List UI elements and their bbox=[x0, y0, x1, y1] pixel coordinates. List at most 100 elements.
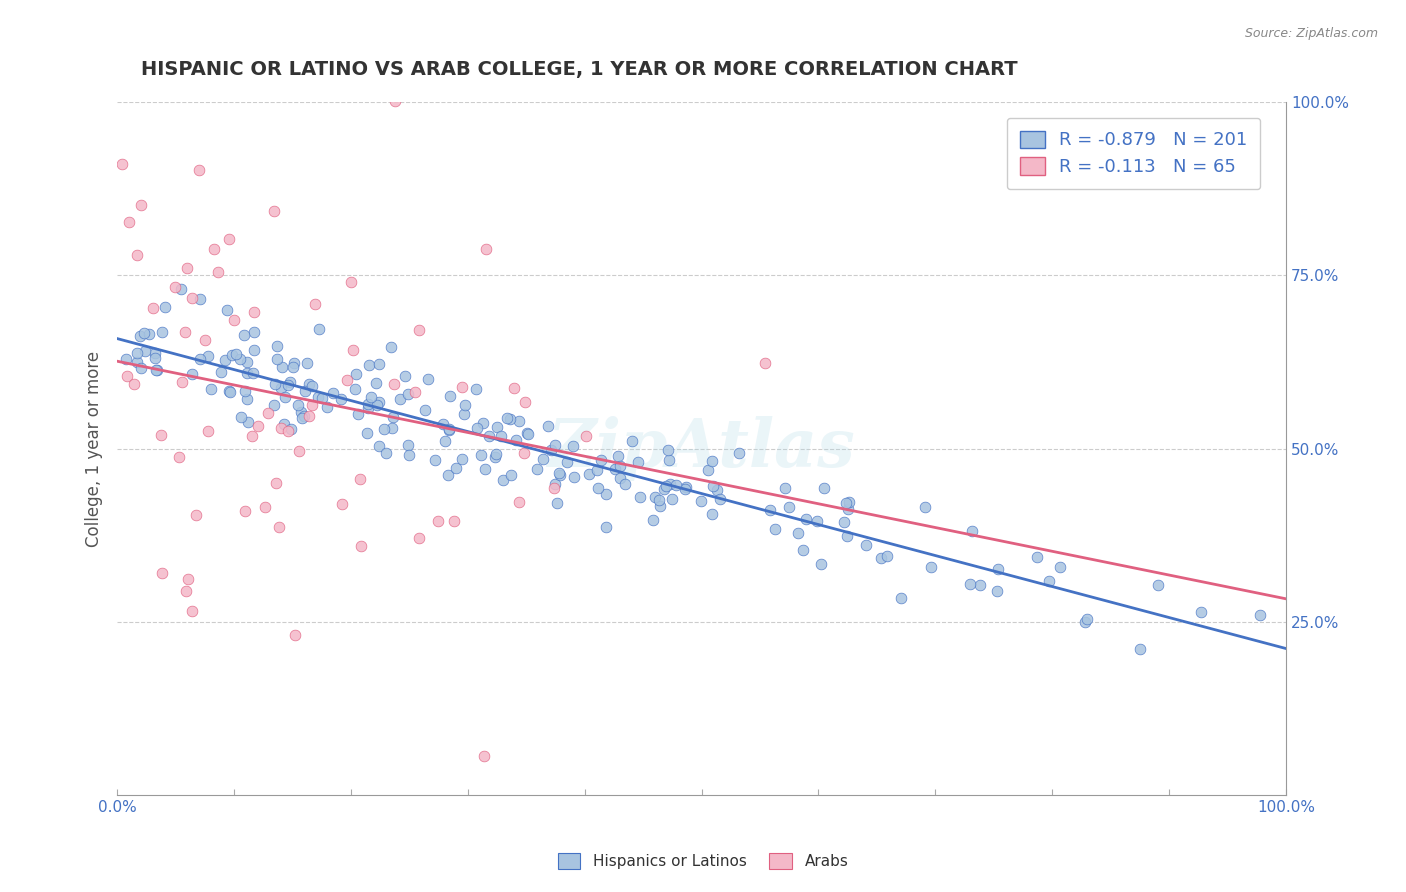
Hispanics or Latinos bbox=[786, 526, 808, 541]
Hispanics or Latinos bbox=[1049, 560, 1071, 574]
Arabs bbox=[167, 450, 190, 464]
Hispanics or Latinos bbox=[690, 494, 713, 508]
Hispanics or Latinos bbox=[609, 470, 631, 484]
Hispanics or Latinos bbox=[423, 453, 446, 467]
Hispanics or Latinos bbox=[1074, 615, 1097, 629]
Arabs bbox=[512, 445, 534, 459]
Arabs bbox=[543, 481, 565, 495]
Hispanics or Latinos bbox=[470, 448, 492, 462]
Hispanics or Latinos bbox=[614, 477, 637, 491]
Arabs bbox=[284, 628, 307, 642]
Hispanics or Latinos bbox=[273, 417, 295, 431]
Hispanics or Latinos bbox=[499, 412, 522, 426]
Arabs bbox=[451, 379, 474, 393]
Hispanics or Latinos bbox=[702, 479, 724, 493]
Arabs bbox=[218, 232, 240, 246]
Hispanics or Latinos bbox=[537, 418, 560, 433]
Hispanics or Latinos bbox=[373, 422, 395, 436]
Arabs bbox=[122, 376, 145, 391]
Hispanics or Latinos bbox=[396, 387, 419, 401]
Hispanics or Latinos bbox=[413, 403, 436, 417]
Hispanics or Latinos bbox=[315, 401, 337, 415]
Arabs bbox=[184, 508, 207, 522]
Arabs bbox=[170, 375, 193, 389]
Hispanics or Latinos bbox=[890, 591, 912, 606]
Hispanics or Latinos bbox=[586, 463, 609, 477]
Hispanics or Latinos bbox=[291, 411, 314, 425]
Arabs bbox=[350, 539, 373, 553]
Arabs bbox=[270, 421, 292, 435]
Hispanics or Latinos bbox=[778, 500, 800, 514]
Legend: R = -0.879   N = 201, R = -0.113   N = 65: R = -0.879 N = 201, R = -0.113 N = 65 bbox=[1007, 118, 1260, 189]
Hispanics or Latinos bbox=[143, 346, 166, 360]
Hispanics or Latinos bbox=[987, 562, 1010, 576]
Arabs bbox=[349, 472, 371, 486]
Hispanics or Latinos bbox=[134, 326, 156, 340]
Hispanics or Latinos bbox=[200, 382, 222, 396]
Hispanics or Latinos bbox=[381, 409, 404, 424]
Hispanics or Latinos bbox=[292, 409, 315, 423]
Hispanics or Latinos bbox=[214, 352, 236, 367]
Arabs bbox=[118, 215, 141, 229]
Hispanics or Latinos bbox=[263, 398, 285, 412]
Arabs bbox=[233, 503, 256, 517]
Hispanics or Latinos bbox=[396, 438, 419, 452]
Hispanics or Latinos bbox=[1026, 549, 1049, 564]
Hispanics or Latinos bbox=[347, 408, 370, 422]
Hispanics or Latinos bbox=[485, 447, 508, 461]
Hispanics or Latinos bbox=[368, 394, 391, 409]
Hispanics or Latinos bbox=[700, 507, 723, 521]
Hispanics or Latinos bbox=[588, 481, 610, 495]
Arabs bbox=[472, 748, 495, 763]
Hispanics or Latinos bbox=[478, 428, 501, 442]
Hispanics or Latinos bbox=[181, 367, 204, 381]
Arabs bbox=[408, 324, 430, 338]
Hispanics or Latinos bbox=[495, 410, 517, 425]
Hispanics or Latinos bbox=[374, 446, 396, 460]
Arabs bbox=[207, 265, 229, 279]
Arabs bbox=[382, 377, 405, 392]
Hispanics or Latinos bbox=[343, 382, 366, 396]
Hispanics or Latinos bbox=[322, 385, 344, 400]
Hispanics or Latinos bbox=[526, 461, 548, 475]
Arabs bbox=[177, 572, 200, 586]
Hispanics or Latinos bbox=[548, 467, 571, 482]
Arabs bbox=[336, 373, 359, 387]
Hispanics or Latinos bbox=[914, 500, 936, 514]
Hispanics or Latinos bbox=[472, 417, 495, 431]
Hispanics or Latinos bbox=[540, 442, 562, 457]
Hispanics or Latinos bbox=[125, 345, 148, 359]
Hispanics or Latinos bbox=[658, 477, 681, 491]
Hispanics or Latinos bbox=[959, 576, 981, 591]
Hispanics or Latinos bbox=[562, 439, 585, 453]
Hispanics or Latinos bbox=[381, 421, 404, 435]
Hispanics or Latinos bbox=[813, 481, 835, 495]
Hispanics or Latinos bbox=[243, 325, 266, 339]
Hispanics or Latinos bbox=[366, 398, 388, 412]
Hispanics or Latinos bbox=[169, 282, 191, 296]
Hispanics or Latinos bbox=[621, 434, 644, 448]
Hispanics or Latinos bbox=[280, 422, 302, 436]
Hispanics or Latinos bbox=[278, 375, 301, 389]
Hispanics or Latinos bbox=[454, 398, 477, 412]
Hispanics or Latinos bbox=[236, 415, 259, 429]
Arabs bbox=[246, 418, 269, 433]
Hispanics or Latinos bbox=[129, 329, 152, 343]
Arabs bbox=[240, 428, 263, 442]
Hispanics or Latinos bbox=[810, 558, 832, 572]
Arabs bbox=[277, 424, 299, 438]
Hispanics or Latinos bbox=[197, 349, 219, 363]
Hispanics or Latinos bbox=[287, 398, 309, 412]
Hispanics or Latinos bbox=[274, 390, 297, 404]
Hispanics or Latinos bbox=[451, 451, 474, 466]
Hispanics or Latinos bbox=[308, 321, 330, 335]
Hispanics or Latinos bbox=[236, 355, 259, 369]
Hispanics or Latinos bbox=[219, 384, 242, 399]
Arabs bbox=[129, 198, 152, 212]
Hispanics or Latinos bbox=[661, 492, 683, 507]
Hispanics or Latinos bbox=[357, 396, 380, 410]
Arabs bbox=[443, 514, 465, 528]
Hispanics or Latinos bbox=[235, 384, 257, 398]
Legend: Hispanics or Latinos, Arabs: Hispanics or Latinos, Arabs bbox=[551, 847, 855, 875]
Hispanics or Latinos bbox=[1249, 608, 1271, 623]
